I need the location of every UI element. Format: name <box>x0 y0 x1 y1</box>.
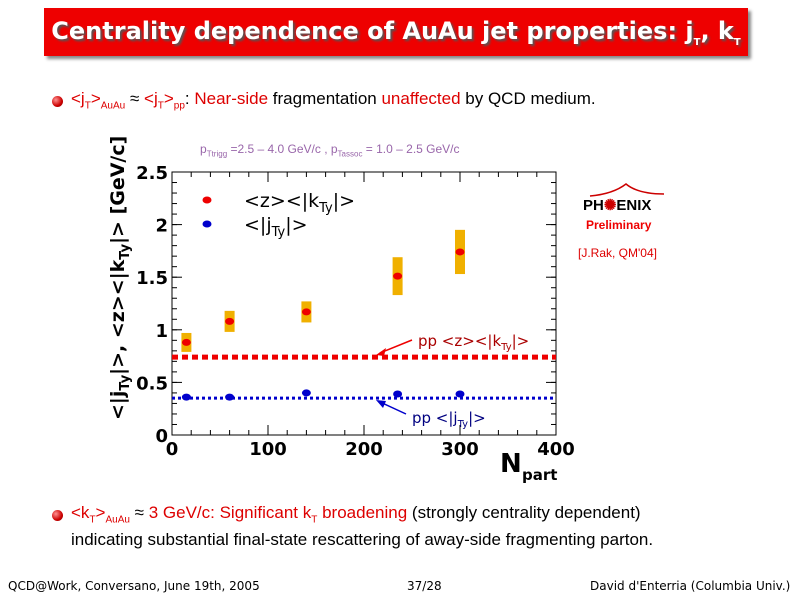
y-tick-label: 1.5 <box>136 268 168 289</box>
data-point <box>455 248 465 256</box>
x-tick-label: 0 <box>166 439 179 460</box>
pp-kt-arrow <box>379 339 413 354</box>
data-point <box>181 338 191 346</box>
footer-left: QCD@Work, Conversano, June 19th, 2005 <box>8 579 260 593</box>
footer-right: David d'Enterria (Columbia Univ.) <box>590 579 791 593</box>
preliminary-label: Preliminary <box>586 218 652 232</box>
x-tick-label: 400 <box>537 439 575 460</box>
x-tick-label: 200 <box>345 439 383 460</box>
data-point <box>301 308 311 316</box>
legend-label: <z><|kTy|> <box>244 190 355 216</box>
page-number: 37/28 <box>407 579 442 593</box>
bullet-icon <box>52 96 63 107</box>
bullet-text-2-line2: indicating substantial final-state resca… <box>71 530 654 549</box>
pp-jt-arrowhead <box>376 400 386 408</box>
reference-label: [J.Rak, QM'04] <box>578 246 657 260</box>
data-point <box>455 390 465 398</box>
bullet-icon <box>52 510 63 521</box>
pp-kt-arrowhead <box>376 348 386 356</box>
bullet-text-1: <jT>AuAu ≈ <jT>pp: Near-side fragmentati… <box>71 89 596 112</box>
data-point <box>301 389 311 397</box>
y-tick-label: 2 <box>155 216 168 237</box>
bullet-text-2: <kT>AuAu ≈ 3 GeV/c: Significant kT broad… <box>71 503 641 526</box>
title-bar: Centrality dependence of AuAu jet proper… <box>44 8 748 56</box>
kinematic-cuts: pTtrigg =2.5 – 4.0 GeV/c , pTassoc = 1.0… <box>200 142 460 159</box>
phenix-wing-icon <box>589 183 665 197</box>
x-tick-label: 100 <box>249 439 287 460</box>
data-point <box>225 317 235 325</box>
y-tick-label: 1 <box>155 321 168 342</box>
x-axis-title: N <box>500 449 522 479</box>
phenix-logo: PH✺ENIX <box>583 197 652 214</box>
pp-jt-label: pp <|jTy|> <box>412 409 486 430</box>
data-point <box>393 390 403 398</box>
y-tick-label: 2.5 <box>136 163 168 184</box>
data-point <box>393 272 403 280</box>
pp-kt-label: pp <z><|kTy|> <box>418 332 529 353</box>
legend-marker <box>202 220 212 228</box>
legend-marker <box>202 196 212 204</box>
plot-frame <box>171 171 557 436</box>
data-point <box>225 393 235 401</box>
y-tick-label: 0.5 <box>136 373 168 394</box>
data-point <box>181 393 191 401</box>
slide-title: Centrality dependence of AuAu jet proper… <box>51 16 741 48</box>
x-tick-label: 300 <box>441 439 479 460</box>
y-axis-title: <|jTy|>, <z><|kTy|> [GeV/c] <box>107 136 133 420</box>
y-tick-label: 0 <box>155 426 168 447</box>
x-axis-title-sub: part <box>522 466 557 484</box>
